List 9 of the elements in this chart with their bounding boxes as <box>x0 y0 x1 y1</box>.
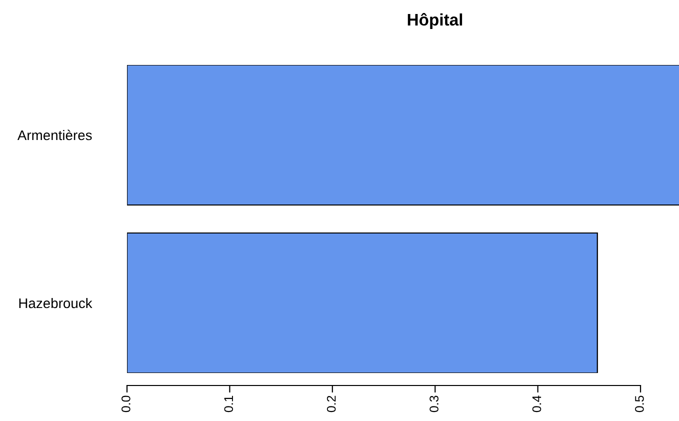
x-tick-label: 0.4 <box>532 396 542 412</box>
chart-title: Hôpital <box>408 13 462 29</box>
y-tick-label: Hazebrouck <box>19 298 92 308</box>
y-tick-label: Armentières <box>17 130 92 140</box>
x-tick-label: 0.1 <box>224 396 234 412</box>
x-tick-label: 0.3 <box>430 396 438 412</box>
x-tick-label: 0.0 <box>122 396 130 412</box>
x-tick-label: 0.2 <box>326 396 336 412</box>
x-tick-label: 0.5 <box>635 396 644 412</box>
